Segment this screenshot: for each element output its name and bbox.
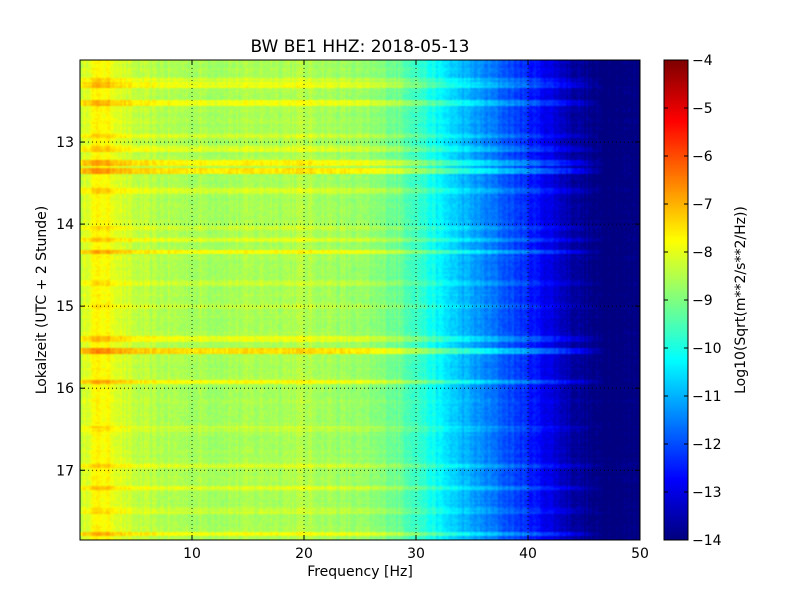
colorbar-tick-label: −6 bbox=[692, 149, 713, 165]
colorbar-tick-label: −13 bbox=[692, 485, 722, 501]
x-axis-label: Frequency [Hz] bbox=[307, 564, 413, 580]
colorbar-tick-label: −10 bbox=[692, 341, 722, 357]
y-tick-label: 13 bbox=[56, 135, 74, 151]
x-tick-label: 20 bbox=[295, 546, 313, 562]
colorbar-tick-label: −8 bbox=[692, 245, 713, 261]
colorbar: −4 −5 −6 −7 −8 −9 −10 −11 −12 −13 −14 Log10(Sqrt(m… bbox=[663, 53, 749, 549]
y-tick-label: 16 bbox=[56, 381, 74, 397]
colorbar-tick-label: −4 bbox=[692, 53, 713, 69]
y-tick-label: 17 bbox=[56, 463, 74, 479]
x-tick-label: 50 bbox=[631, 546, 649, 562]
spectrogram-heatmap bbox=[80, 60, 640, 540]
spectrogram-image bbox=[80, 60, 640, 540]
x-axis-ticks: 10 20 30 40 50 bbox=[183, 60, 649, 562]
y-tick-label: 14 bbox=[56, 217, 74, 233]
colorbar-tick-label: −11 bbox=[692, 389, 722, 405]
y-axis-ticks: 13 14 15 16 17 bbox=[56, 135, 640, 479]
chart-title: BW BE1 HHZ: 2018-05-13 bbox=[250, 37, 469, 57]
colorbar-tick-label: −9 bbox=[692, 293, 713, 309]
colorbar-tick-label: −12 bbox=[692, 437, 722, 453]
grid-lines bbox=[80, 60, 640, 540]
x-tick-label: 30 bbox=[407, 546, 425, 562]
x-tick-label: 40 bbox=[519, 546, 537, 562]
colorbar-tick-label: −5 bbox=[692, 101, 713, 117]
y-axis-label: Lokalzeit (UTC + 2 Stunde) bbox=[34, 206, 50, 395]
colorbar-label: Log10(Sqrt(m**2/s**2/Hz)) bbox=[733, 206, 749, 394]
colorbar-tick-label: −7 bbox=[692, 197, 713, 213]
colorbar-ticks: −4 −5 −6 −7 −8 −9 −10 −11 −12 −13 −14 bbox=[664, 53, 722, 549]
x-tick-label: 10 bbox=[183, 546, 201, 562]
colorbar-tick-label: −14 bbox=[692, 533, 722, 549]
y-tick-label: 15 bbox=[56, 299, 74, 315]
plot-frame bbox=[79, 59, 641, 541]
